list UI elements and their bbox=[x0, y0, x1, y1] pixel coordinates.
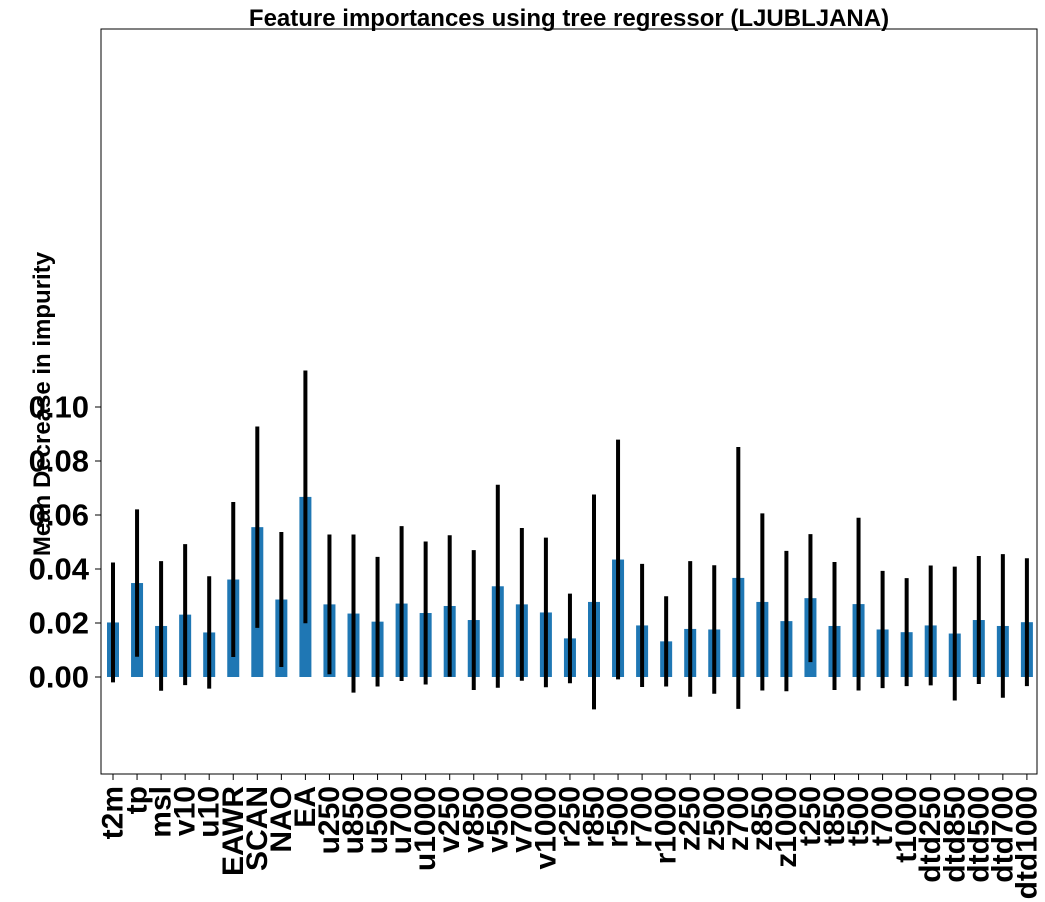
x-tick-label: v10 bbox=[169, 786, 202, 836]
x-tick-label: t1000 bbox=[890, 786, 923, 863]
x-tick-label: u700 bbox=[385, 786, 418, 854]
x-tick-label: EA bbox=[289, 786, 322, 828]
x-tick-label: z250 bbox=[674, 786, 707, 851]
x-tick-label: t2m bbox=[97, 786, 130, 839]
x-tick-label: r250 bbox=[553, 786, 586, 848]
errorbars-group bbox=[111, 370, 1029, 710]
x-tick-label: t250 bbox=[794, 786, 827, 846]
y-tick-label: 0.04 bbox=[29, 552, 90, 587]
y-tick-label: 0.10 bbox=[29, 390, 89, 425]
x-tick-label: r1000 bbox=[650, 786, 683, 864]
y-ticks-group: 0.00 0.02 0.04 0.06 0.08 0.10 bbox=[29, 390, 101, 695]
x-tick-label: msl bbox=[145, 786, 178, 838]
x-tick-label: t700 bbox=[866, 786, 899, 846]
x-tick-label: v250 bbox=[433, 786, 466, 853]
x-ticks-group: t2mtpmslv10u10EAWRSCANNAOEAu250u850u500u… bbox=[97, 774, 1043, 899]
y-tick-label: 0.08 bbox=[29, 444, 89, 479]
x-tick-label: u850 bbox=[337, 786, 370, 854]
y-tick-label: 0.06 bbox=[29, 498, 89, 533]
x-tick-label: NAO bbox=[265, 786, 298, 853]
x-tick-label: dtd500 bbox=[962, 786, 995, 883]
x-tick-label: t850 bbox=[818, 786, 851, 846]
x-tick-label: dtd1000 bbox=[1010, 786, 1043, 899]
x-tick-label: tp bbox=[121, 786, 154, 814]
y-tick-label: 0.02 bbox=[29, 606, 89, 641]
chart-title: Feature importances using tree regressor… bbox=[249, 5, 889, 32]
x-tick-label: SCAN bbox=[241, 786, 274, 871]
x-tick-label: u250 bbox=[313, 786, 346, 854]
x-tick-label: dtd250 bbox=[914, 786, 947, 883]
x-tick-label: v850 bbox=[457, 786, 490, 853]
x-tick-label: r700 bbox=[626, 786, 659, 848]
x-tick-label: t500 bbox=[842, 786, 875, 846]
x-tick-label: v1000 bbox=[529, 786, 562, 869]
x-tick-label: z500 bbox=[698, 786, 731, 851]
x-tick-label: u500 bbox=[361, 786, 394, 854]
x-tick-label: u1000 bbox=[409, 786, 442, 871]
x-tick-label: dtd700 bbox=[986, 786, 1019, 883]
y-axis-label: Mean Decrease in impurity bbox=[29, 251, 56, 556]
x-tick-label: r850 bbox=[578, 786, 611, 848]
x-tick-label: z850 bbox=[746, 786, 779, 851]
x-tick-label: z1000 bbox=[770, 786, 803, 868]
y-tick-label: 0.00 bbox=[29, 660, 89, 695]
x-tick-label: u10 bbox=[193, 786, 226, 838]
x-tick-label: r500 bbox=[602, 786, 635, 848]
x-tick-label: z700 bbox=[722, 786, 755, 851]
x-tick-label: EAWR bbox=[217, 786, 250, 876]
x-tick-label: dtd850 bbox=[938, 786, 971, 883]
x-tick-label: v500 bbox=[481, 786, 514, 853]
plot-frame bbox=[100, 28, 1038, 775]
x-tick-label: v700 bbox=[505, 786, 538, 853]
